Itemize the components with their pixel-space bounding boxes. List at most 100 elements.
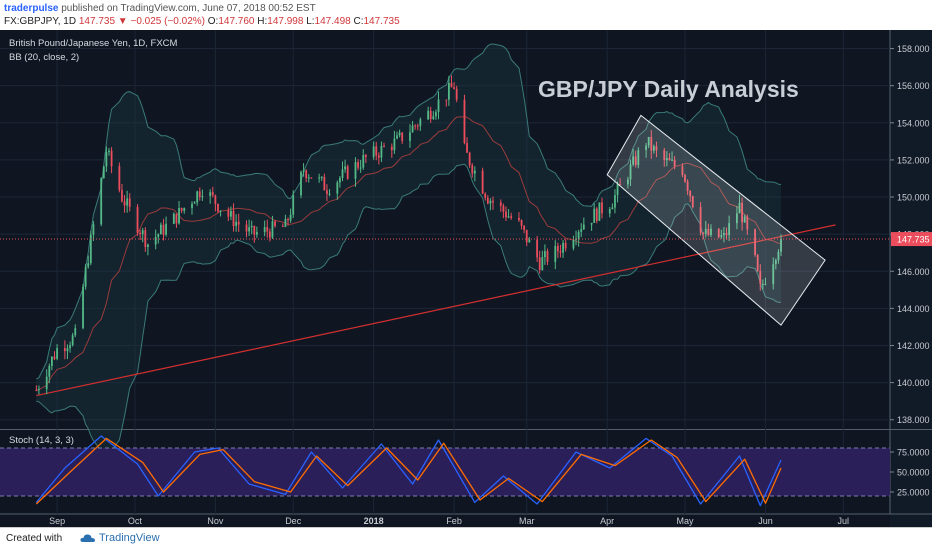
price-axis-background bbox=[890, 30, 932, 527]
candle-body bbox=[689, 190, 692, 197]
candle-body bbox=[281, 226, 284, 228]
chart-area[interactable]: 138.000140.000142.000144.000146.000148.0… bbox=[0, 30, 932, 527]
candle-body bbox=[248, 227, 251, 232]
candle-body bbox=[505, 211, 507, 218]
bollinger-lower bbox=[36, 163, 782, 465]
candle-body bbox=[647, 136, 650, 146]
candle-body bbox=[598, 202, 601, 221]
author-name[interactable]: traderpulse bbox=[4, 3, 59, 14]
candle-body bbox=[162, 224, 165, 235]
candle-body bbox=[178, 208, 180, 224]
candle-body bbox=[684, 175, 686, 182]
candle-body bbox=[136, 206, 139, 233]
cloud-icon bbox=[80, 534, 95, 543]
tradingview-brand[interactable]: TradingView bbox=[80, 532, 160, 544]
candle-body bbox=[38, 389, 40, 391]
last-price-label: 147.735 bbox=[897, 235, 930, 245]
last-price: 147.735 bbox=[78, 16, 116, 27]
candle-body bbox=[435, 112, 437, 117]
candle-body bbox=[691, 196, 694, 208]
candle-body bbox=[157, 234, 160, 237]
candle-body bbox=[681, 166, 684, 176]
candle-body bbox=[144, 230, 147, 248]
candle-body bbox=[209, 192, 212, 196]
candle-body bbox=[154, 236, 157, 245]
stoch-tick-label: 50.0000 bbox=[897, 468, 930, 478]
candle-body bbox=[235, 221, 238, 227]
candle-body bbox=[217, 204, 219, 212]
time-tick-label: Sep bbox=[49, 516, 65, 526]
candle-body bbox=[354, 162, 357, 179]
candle-body bbox=[468, 152, 471, 166]
candle-body bbox=[300, 171, 302, 196]
candle-body bbox=[344, 166, 347, 170]
candle-body bbox=[559, 251, 562, 253]
candle-body bbox=[432, 116, 435, 120]
candle-body bbox=[230, 210, 232, 217]
stoch-band bbox=[0, 448, 890, 496]
candle-body bbox=[362, 155, 365, 168]
candle-body bbox=[518, 217, 520, 221]
candle-body bbox=[619, 184, 622, 186]
candle-body bbox=[473, 170, 476, 174]
candle-body bbox=[100, 178, 103, 225]
candle-body bbox=[123, 201, 126, 206]
indicator-label: BB (20, close, 2) bbox=[9, 52, 79, 63]
candle-body bbox=[520, 220, 523, 226]
candle-body bbox=[736, 213, 738, 224]
bollinger-upper bbox=[36, 43, 782, 380]
symbol-info: FX:GBPJPY, 1D 147.735 ▼ −0.025 (−0.02%) … bbox=[4, 16, 400, 27]
candle-body bbox=[772, 264, 775, 284]
stoch-d-line bbox=[35, 437, 782, 505]
ohlc-low-label: L: bbox=[306, 16, 315, 27]
candle-body bbox=[201, 195, 204, 198]
candle-body bbox=[655, 146, 658, 151]
candle-body bbox=[318, 177, 321, 179]
price-tick-label: 156.000 bbox=[897, 81, 930, 91]
candle-body bbox=[310, 177, 313, 179]
down-arrow-icon: ▼ bbox=[117, 16, 128, 27]
candle-body bbox=[756, 254, 759, 271]
candle-body bbox=[720, 235, 723, 238]
candle-body bbox=[102, 166, 105, 179]
candle-body bbox=[274, 221, 276, 227]
candle-body bbox=[359, 167, 362, 169]
candle-body bbox=[175, 213, 178, 224]
candle-body bbox=[650, 136, 653, 151]
candle-body bbox=[554, 245, 557, 262]
ohlc-low-value: 147.498 bbox=[314, 16, 351, 27]
candle-body bbox=[499, 202, 502, 206]
tradingview-label: TradingView bbox=[99, 532, 160, 544]
candle-body bbox=[89, 234, 92, 264]
candle-body bbox=[118, 166, 121, 191]
candle-body bbox=[774, 260, 777, 265]
candle-body bbox=[105, 152, 108, 167]
price-tick-label: 144.000 bbox=[897, 304, 930, 314]
candle-body bbox=[614, 195, 616, 208]
candle-body bbox=[74, 328, 77, 336]
candle-body bbox=[437, 99, 440, 113]
candle-body bbox=[577, 231, 580, 239]
candle-body bbox=[764, 283, 767, 285]
candle-body bbox=[686, 181, 689, 191]
candle-body bbox=[536, 239, 539, 258]
candle-body bbox=[53, 356, 56, 359]
candle-body bbox=[593, 208, 596, 223]
candle-body bbox=[292, 195, 295, 215]
support-trendline bbox=[36, 224, 836, 397]
symbol-label: FX:GBPJPY, 1D bbox=[4, 16, 77, 27]
candle-body bbox=[780, 239, 782, 252]
candle-body bbox=[108, 150, 110, 153]
candle-body bbox=[320, 176, 323, 178]
time-tick-label: Jun bbox=[758, 516, 773, 526]
candle-body bbox=[673, 159, 676, 167]
candle-body bbox=[380, 145, 383, 158]
candle-body bbox=[502, 205, 505, 212]
candle-body bbox=[255, 232, 258, 235]
candle-body bbox=[450, 82, 453, 88]
candle-body bbox=[357, 162, 359, 168]
stoch-title: Stoch (14, 3, 3) bbox=[9, 435, 74, 446]
candle-body bbox=[541, 257, 544, 271]
candle-body bbox=[69, 345, 71, 349]
candle-body bbox=[341, 169, 344, 178]
